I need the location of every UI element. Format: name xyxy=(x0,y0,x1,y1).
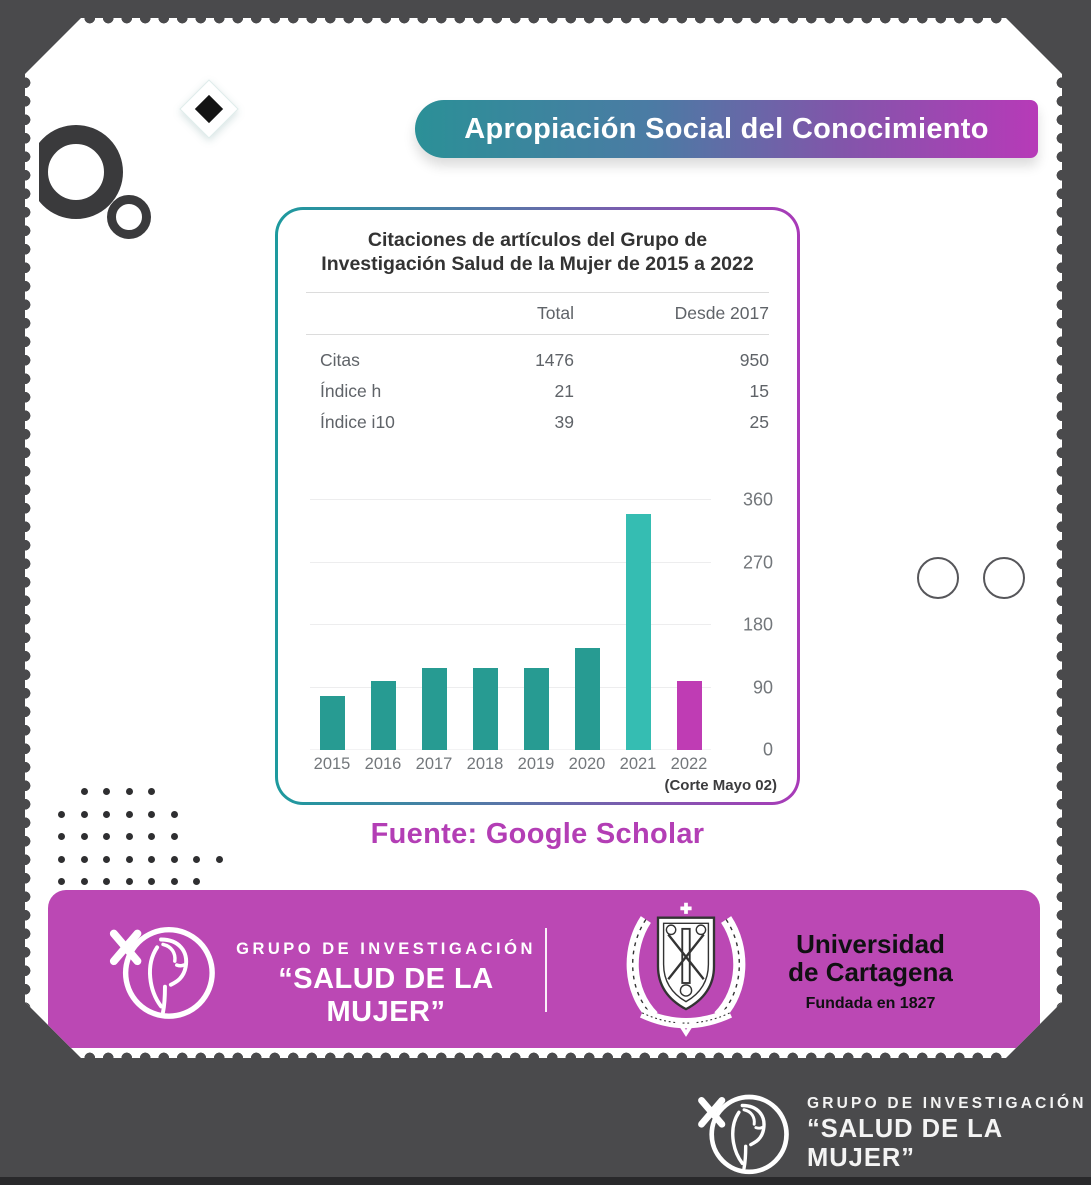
footer-group-text: GRUPO DE INVESTIGACIÓN “SALUD DE LA MUJE… xyxy=(230,940,542,1029)
citations-card: Citaciones de artículos del Grupo de Inv… xyxy=(275,207,800,805)
stamp-perforation-left xyxy=(25,18,32,1058)
bar-2016 xyxy=(371,681,396,750)
footer-banner: GRUPO DE INVESTIGACIÓN “SALUD DE LA MUJE… xyxy=(48,890,1040,1048)
x-tick-label: 2021 xyxy=(619,755,657,773)
x-tick-label: 2017 xyxy=(415,755,453,773)
footer-group-name: “SALUD DE LA MUJER” xyxy=(278,963,494,1028)
table-row: Citas 1476 950 xyxy=(306,345,769,376)
header-banner: Apropiación Social del Conocimiento xyxy=(415,100,1038,158)
grid-line xyxy=(310,624,711,625)
cutoff-note: (Corte Mayo 02) xyxy=(664,777,777,794)
x-tick-label: 2018 xyxy=(466,755,504,773)
x-tick-label: 2016 xyxy=(364,755,402,773)
diamond-icon xyxy=(179,79,238,138)
bottom-strip xyxy=(0,1177,1091,1185)
x-axis-labels: 2015 2016 2017 2018 2019 2020 2021 2022 xyxy=(310,755,711,774)
x-axis-line xyxy=(310,749,711,750)
dots-pattern xyxy=(58,788,248,903)
university-name-line1: Universidad xyxy=(796,929,945,959)
row-desde: 950 xyxy=(739,350,769,370)
bar-2021 xyxy=(626,514,651,750)
row-total: 1476 xyxy=(535,350,574,370)
y-axis-labels: 0 90 180 270 360 xyxy=(718,500,773,750)
y-tick-label: 180 xyxy=(742,614,773,635)
x-tick-label: 2015 xyxy=(313,755,351,773)
stamp-perforation-right xyxy=(1055,18,1062,1058)
x-tick-label: 2020 xyxy=(568,755,606,773)
y-tick-label: 90 xyxy=(752,677,773,697)
dark-footer-group-name: “SALUD DE LA MUJER” xyxy=(807,1115,1003,1172)
row-total: 39 xyxy=(554,412,574,432)
citations-table: Total Desde 2017 Citas 1476 950 Índice h… xyxy=(306,292,769,438)
y-tick-label: 270 xyxy=(742,552,773,572)
card-title: Citaciones de artículos del Grupo de Inv… xyxy=(278,210,797,276)
dark-footer-group-text: GRUPO DE INVESTIGACIÓN “SALUD DE LA MUJE… xyxy=(807,1095,1091,1173)
table-divider xyxy=(306,292,769,293)
stamp-perforation-top xyxy=(25,18,1062,25)
row-label: Índice h xyxy=(320,381,382,401)
table-row: Índice h 21 15 xyxy=(306,376,769,407)
x-tick-label: 2022 xyxy=(670,755,708,773)
citations-bar-chart: 0 90 180 270 360 xyxy=(310,500,769,750)
chart-plot xyxy=(310,500,711,750)
university-name-line2: de Cartagena xyxy=(788,957,953,987)
universidad-de-cartagena-crest-icon xyxy=(616,895,756,1043)
row-total: 21 xyxy=(554,381,574,401)
chart-bars xyxy=(310,500,711,750)
dark-footer-group-label: GRUPO DE INVESTIGACIÓN xyxy=(807,1095,1087,1112)
card-title-line1: Citaciones de artículos del Grupo de xyxy=(367,229,708,251)
header-banner-label: Apropiación Social del Conocimiento xyxy=(464,112,989,145)
footer-group-label: GRUPO DE INVESTIGACIÓN xyxy=(236,940,536,958)
stamp-card: Apropiación Social del Conocimiento Cita… xyxy=(25,18,1062,1058)
bar-2018 xyxy=(473,668,498,750)
table-row: Índice i10 39 25 xyxy=(306,407,769,438)
card-title-line2: Investigación Salud de la Mujer de 2015 … xyxy=(321,253,754,275)
source-caption: Fuente: Google Scholar xyxy=(370,818,705,850)
grid-line xyxy=(310,499,711,500)
table-body: Citas 1476 950 Índice h 21 15 Índice i10… xyxy=(306,335,769,438)
y-tick-label: 360 xyxy=(742,489,773,510)
stamp-perforation-bottom xyxy=(25,1051,1062,1058)
row-desde: 15 xyxy=(749,381,769,401)
table-header: Total Desde 2017 xyxy=(306,293,769,335)
grid-line xyxy=(310,687,711,688)
vertical-divider xyxy=(545,928,547,1012)
ring-large-icon xyxy=(39,123,125,221)
row-desde: 25 xyxy=(749,412,769,432)
row-label: Índice i10 xyxy=(320,412,395,432)
bar-2020 xyxy=(575,648,600,750)
bar-2022 xyxy=(677,681,702,750)
university-founded: Fundada en 1827 xyxy=(805,995,936,1012)
circle-outline-icon xyxy=(917,557,959,599)
table-header-total: Total xyxy=(537,303,574,323)
table-header-desde: Desde 2017 xyxy=(674,303,769,323)
salud-de-la-mujer-logo-icon xyxy=(698,1094,789,1175)
bar-2019 xyxy=(524,668,549,750)
circle-outline-icon xyxy=(983,557,1025,599)
y-tick-label: 0 xyxy=(762,739,773,760)
x-tick-label: 2019 xyxy=(517,755,555,773)
university-text: Universidad de Cartagena Fundada en 1827 xyxy=(763,930,978,1013)
salud-de-la-mujer-logo-icon xyxy=(104,910,222,1028)
bar-2017 xyxy=(422,668,447,750)
ring-small-icon xyxy=(107,195,151,239)
bar-2015 xyxy=(320,696,345,750)
grid-line xyxy=(310,562,711,563)
row-label: Citas xyxy=(320,350,360,370)
